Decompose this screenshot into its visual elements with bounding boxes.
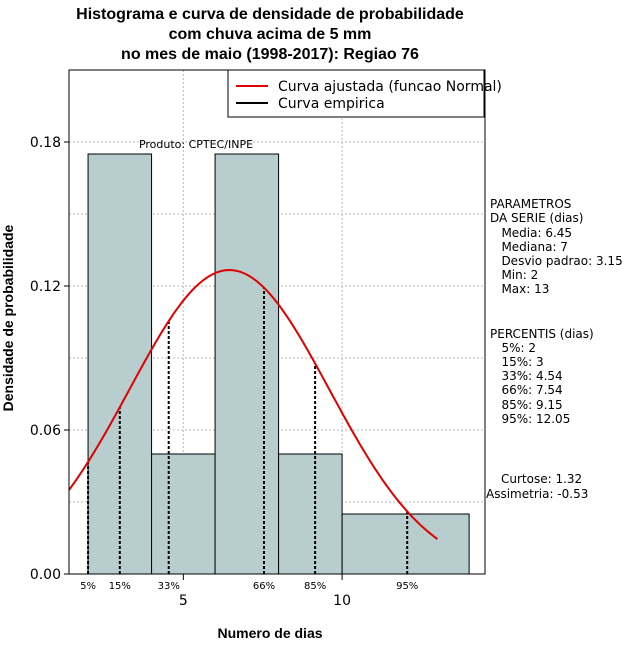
x-axis-label: Numero de dias xyxy=(217,625,323,641)
y-tick-label: 0.06 xyxy=(30,423,61,439)
param-max: Max: 13 xyxy=(490,282,550,296)
percentile-label: 95% xyxy=(396,581,418,592)
legend-label-fit: Curva ajustada (funcao Normal) xyxy=(278,79,502,95)
normal-fit-curve xyxy=(68,269,438,540)
param-min: Min: 2 xyxy=(490,268,539,282)
pct-66: 66%: 7.54 xyxy=(490,383,563,397)
axes: 0.00 0.06 0.12 0.18 5 10 xyxy=(30,135,351,609)
chart-title-line-2: com chuva acima de 5 mm xyxy=(168,26,372,43)
pct-95: 95%: 12.05 xyxy=(490,412,571,426)
x-tick-label: 10 xyxy=(333,593,351,609)
percentile-label: 85% xyxy=(304,581,326,592)
y-tick-label: 0.18 xyxy=(30,135,61,151)
legend-label-empirical: Curva empirica xyxy=(278,96,385,112)
pct-15: 15%: 3 xyxy=(490,355,544,369)
percentile-lines xyxy=(87,287,409,574)
stat-curtose: Curtose: 1.32 xyxy=(501,472,583,486)
percentile-label: 15% xyxy=(109,581,131,592)
legend-box xyxy=(227,69,485,118)
percentis-title: PERCENTIS (dias) xyxy=(490,327,594,341)
pct-5: 5%: 2 xyxy=(490,341,536,355)
chart-title-line-1: Histograma e curva de densidade de proba… xyxy=(76,6,464,23)
histogram-bar xyxy=(341,513,470,575)
y-axis-label: Densidade de probabilidade xyxy=(0,224,16,412)
y-tick-label: 0.00 xyxy=(30,567,61,583)
percentile-label: 5% xyxy=(80,581,96,592)
histogram-bar xyxy=(278,453,343,575)
param-media: Media: 6.45 xyxy=(490,226,573,240)
x-tick-label: 5 xyxy=(179,593,188,609)
chart-title-line-3: no mes de maio (1998-2017): Regiao 76 xyxy=(121,46,419,63)
percentile-labels: 5% 15% 33% 66% 85% 95% xyxy=(80,581,418,592)
stat-assimetria: Assimetria: -0.53 xyxy=(486,487,589,501)
percentile-label: 66% xyxy=(253,581,275,592)
parametros-title: PARAMETROS DA SERIE (dias) xyxy=(490,197,584,225)
histogram-bars xyxy=(87,153,470,575)
pct-85: 85%: 9.15 xyxy=(490,398,563,412)
histogram-bar xyxy=(151,453,216,575)
y-tick-label: 0.12 xyxy=(30,279,61,295)
histogram-bar xyxy=(214,153,280,575)
percentile-label: 33% xyxy=(158,581,180,592)
product-annotation: Produto: CPTEC/INPE xyxy=(139,138,253,151)
legend: Curva ajustada (funcao Normal) Curva emp… xyxy=(227,69,502,118)
param-mediana: Mediana: 7 xyxy=(490,240,568,254)
param-desvio: Desvio padrao: 3.15 xyxy=(490,254,623,268)
pct-33: 33%: 4.54 xyxy=(490,369,563,383)
